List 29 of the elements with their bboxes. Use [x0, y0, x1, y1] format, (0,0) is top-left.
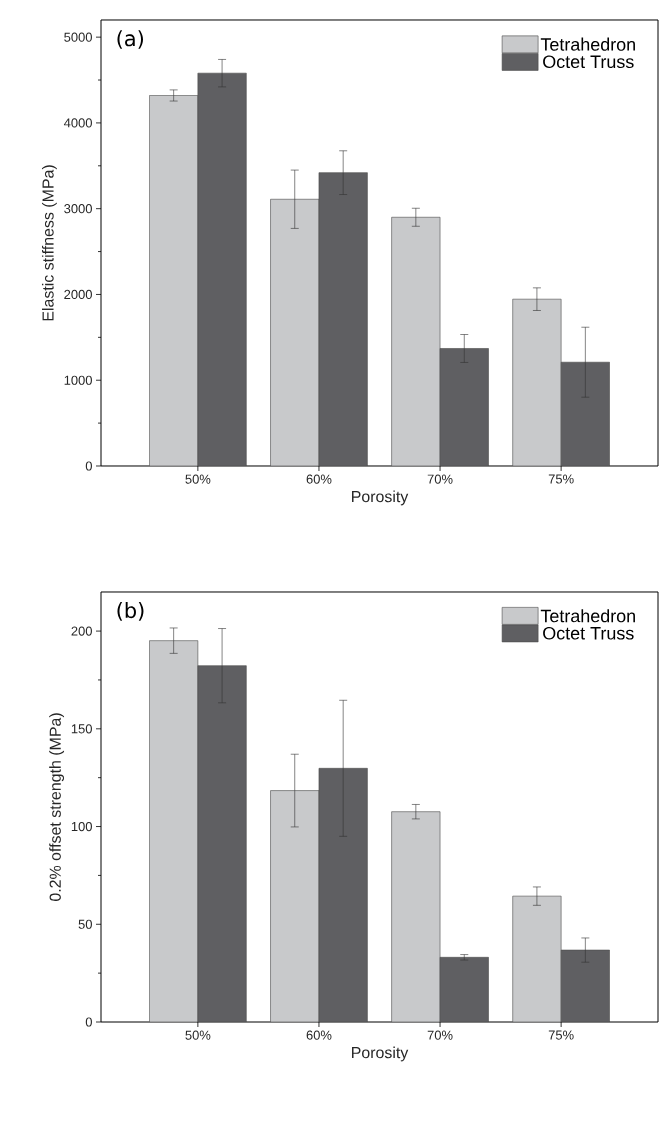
y-tick-label: 0	[85, 461, 92, 471]
x-tick-label: 50%	[185, 474, 211, 484]
annotation: (b)	[117, 601, 144, 621]
y-tick-label: 1000	[64, 375, 92, 385]
y-tick-label: 150	[71, 724, 92, 734]
legend-label: Octet Truss	[543, 55, 634, 69]
y-tick-label: 5000	[64, 32, 92, 42]
legend-label: Tetrahedron	[540, 37, 635, 51]
x-tick-label: 60%	[306, 474, 332, 484]
y-tick-label: 3000	[64, 204, 92, 214]
y-tick-label: 200	[71, 626, 92, 636]
x-tick-label: 75%	[548, 474, 574, 484]
y-tick-label: 100	[71, 821, 92, 832]
x-tick-label: 50%	[185, 1030, 211, 1040]
y-tick-label: 4000	[63, 118, 92, 128]
x-axis-title: Porosity	[352, 1046, 409, 1062]
legend-label: Tetrahedron	[540, 609, 635, 623]
legend-label: Octet Truss	[543, 626, 634, 640]
y-tick-label: 50	[78, 919, 92, 929]
y-tick-label: 2000	[64, 289, 92, 300]
x-tick-label: 75%	[548, 1030, 574, 1040]
y-axis-title: 0.2% offset strength (MPa)	[49, 713, 65, 902]
x-tick-label: 70%	[427, 474, 453, 484]
annotation: (a)	[117, 30, 144, 49]
x-tick-label: 70%	[427, 1030, 453, 1040]
x-tick-label: 60%	[306, 1030, 332, 1040]
x-axis-title: Porosity	[352, 490, 409, 506]
y-axis-title: Elastic stiffness (MPa)	[41, 165, 57, 321]
y-tick-label: 0	[85, 1017, 92, 1027]
